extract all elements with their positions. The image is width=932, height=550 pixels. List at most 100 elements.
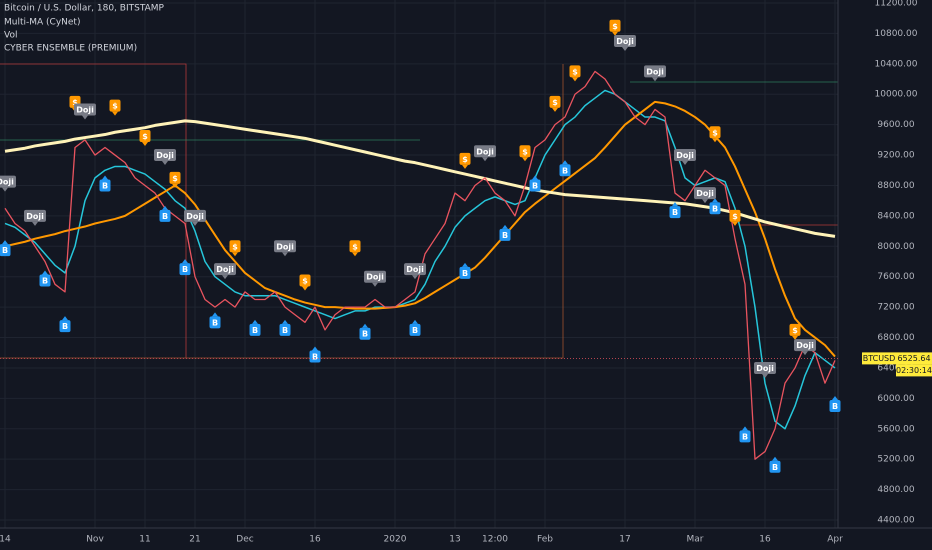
signal-marker: $ [549, 95, 561, 112]
signal-marker: Doji [364, 270, 386, 287]
marker-box [404, 263, 426, 276]
marker-label: Doji [26, 212, 44, 221]
signal-marker: Doji [614, 35, 636, 52]
signal-marker: $ [299, 274, 311, 291]
marker-box [729, 209, 741, 222]
marker-box [794, 339, 816, 352]
marker-label: Doji [216, 265, 234, 274]
x-tick-label: Feb [537, 535, 553, 545]
x-tick-label: 16 [759, 535, 771, 545]
y-tick-label: 8800.00 [877, 181, 914, 191]
x-tick-label: Mar [687, 535, 704, 545]
x-tick-label: 16 [309, 535, 321, 545]
marker-pointer [252, 319, 258, 324]
marker-box [39, 274, 51, 287]
marker-box [829, 399, 841, 412]
marker-label: Doji [476, 147, 494, 156]
marker-pointer [762, 373, 768, 378]
marker-box [349, 240, 361, 253]
marker-box [754, 361, 776, 374]
y-tick-label: 9200.00 [877, 151, 914, 161]
marker-pointer [612, 31, 618, 36]
marker-box [529, 179, 541, 192]
signal-marker: B [739, 426, 751, 443]
marker-box [214, 263, 236, 276]
signal-marker: Doji [214, 263, 236, 280]
marker-pointer [112, 111, 118, 116]
y-tick-label: 7600.00 [877, 272, 914, 282]
signal-marker: B [209, 312, 221, 329]
y-tick-label: 5600.00 [877, 424, 914, 434]
marker-box [229, 240, 241, 253]
x-tick-label: 13 [449, 535, 460, 545]
marker-label: B [462, 269, 468, 278]
marker-box [274, 240, 296, 253]
x-tick-label: Dec [236, 535, 253, 545]
marker-pointer [682, 161, 688, 166]
marker-label: B [362, 330, 368, 339]
signal-marker: B [769, 456, 781, 473]
marker-box [0, 175, 16, 188]
marker-pointer [412, 319, 418, 324]
y-tick-label: 4800.00 [877, 485, 914, 495]
marker-pointer [672, 202, 678, 207]
marker-box [549, 95, 561, 108]
signal-marker: $ [519, 145, 531, 162]
marker-pointer [162, 161, 168, 166]
marker-pointer [282, 319, 288, 324]
marker-label: B [742, 432, 748, 441]
level-line [0, 64, 564, 359]
marker-label: Doji [646, 67, 664, 76]
marker-label: Doji [276, 242, 294, 251]
series-line [4, 100, 836, 358]
marker-label: Doji [616, 37, 634, 46]
marker-box [279, 323, 291, 336]
symbol-title: Bitcoin / U.S. Dollar, 180, BITSTAMP [4, 4, 165, 14]
signal-marker: Doji [794, 339, 816, 356]
marker-label: B [772, 463, 778, 472]
symbol-tag-label: BTCUSD [863, 354, 896, 363]
symbol-tag [862, 352, 896, 365]
x-tick-label: 17 [619, 535, 630, 545]
marker-box [139, 130, 151, 143]
x-tick-label: 12:00 [482, 535, 508, 545]
marker-label: Doji [756, 364, 774, 373]
price-tag-label: 6525.64 [897, 354, 930, 363]
y-tick-label: 6800.00 [877, 333, 914, 343]
signal-marker: B [99, 175, 111, 192]
indicator-name: Multi-MA (CyNet) [4, 18, 80, 28]
signal-marker: $ [229, 240, 241, 257]
marker-pointer [372, 282, 378, 287]
marker-pointer [622, 47, 628, 52]
signal-marker: B [179, 259, 191, 276]
marker-pointer [652, 77, 658, 82]
marker-pointer [712, 138, 718, 143]
marker-box [519, 145, 531, 158]
signal-marker: $ [569, 65, 581, 82]
signal-marker: Doji [694, 187, 716, 204]
x-tick-label: 21 [189, 535, 200, 545]
marker-pointer [462, 164, 468, 169]
marker-label: $ [352, 242, 358, 251]
marker-box [709, 202, 721, 215]
marker-box [474, 145, 496, 158]
x-tick-label: Apr [827, 535, 843, 545]
marker-label: B [832, 402, 838, 411]
marker-box [0, 244, 11, 257]
marker-label: B [412, 326, 418, 335]
marker-label: B [212, 318, 218, 327]
signal-marker: B [59, 316, 71, 333]
marker-label: $ [72, 98, 78, 107]
signal-marker: B [499, 224, 511, 241]
marker-label: $ [712, 128, 718, 137]
marker-box [694, 187, 716, 200]
marker-pointer [182, 259, 188, 264]
marker-label: $ [142, 132, 148, 141]
marker-label: $ [552, 98, 558, 107]
marker-label: B [42, 277, 48, 286]
marker-label: B [162, 212, 168, 221]
marker-box [569, 65, 581, 78]
x-tick-label: 11 [139, 535, 150, 545]
marker-box [669, 206, 681, 219]
